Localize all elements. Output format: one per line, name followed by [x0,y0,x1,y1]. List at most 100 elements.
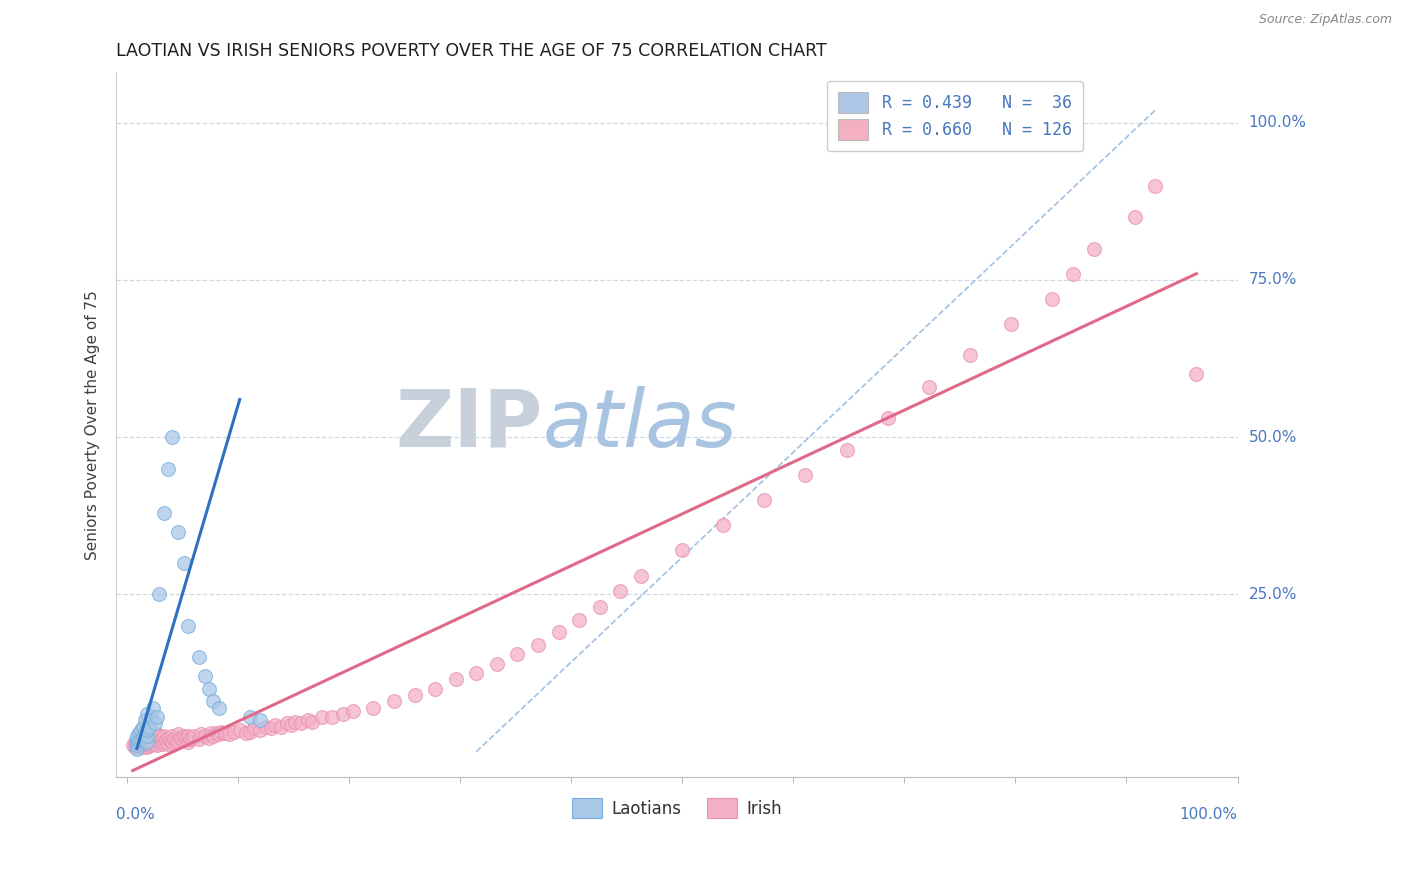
Point [249,723,271,737]
Point [141,739,163,753]
Point [256,720,278,734]
Point [156,737,179,751]
Point [959,348,981,362]
Point [142,737,165,751]
Text: 25.0%: 25.0% [1249,587,1296,602]
Point [276,716,298,731]
Point [128,733,150,747]
Point [160,430,183,444]
Y-axis label: Seniors Poverty Over the Age of 75: Seniors Poverty Over the Age of 75 [86,290,100,559]
Point [129,723,152,737]
Point [125,733,148,747]
Point [136,729,159,743]
Point [218,727,240,741]
Point [243,721,266,735]
Point [152,735,174,749]
Point [132,729,155,743]
Point [527,638,550,652]
Point [201,729,224,743]
Point [177,729,200,743]
Point [150,737,173,751]
Point [152,729,174,743]
Point [794,467,817,482]
Point [141,724,163,739]
Point [404,688,426,702]
Point [506,647,529,661]
Point [363,700,385,714]
Point [194,729,217,743]
Point [165,733,187,747]
Point [332,706,354,721]
Point [132,720,155,734]
Point [485,657,508,671]
Point [169,731,191,745]
Point [160,735,183,749]
Point [136,706,159,721]
Point [181,731,204,745]
Point [143,716,166,731]
Point [1144,178,1167,193]
Point [321,710,343,724]
Point [146,739,169,753]
Point [156,731,179,745]
Point [187,732,209,747]
Point [125,732,148,747]
Point [1185,368,1208,382]
Text: LAOTIAN VS IRISH SENIORS POVERTY OVER THE AGE OF 75 CORRELATION CHART: LAOTIAN VS IRISH SENIORS POVERTY OVER TH… [117,42,827,60]
Text: 75.0%: 75.0% [1249,272,1296,287]
Point [121,739,143,753]
Point [125,729,148,743]
Point [125,737,148,751]
Point [177,735,200,749]
Point [280,718,302,732]
Point [142,700,165,714]
Point [141,710,163,724]
Point [754,493,776,508]
Point [711,518,734,533]
Point [148,587,170,601]
Point [136,733,159,747]
Point [187,650,209,665]
Point [589,600,612,615]
Point [297,713,319,727]
Point [134,735,156,749]
Point [150,731,173,745]
Text: Source: ZipAtlas.com: Source: ZipAtlas.com [1258,13,1392,27]
Point [128,737,150,751]
Point [136,723,159,737]
Point [284,714,307,729]
Point [382,694,405,708]
Point [129,732,152,747]
Point [124,739,146,754]
Point [143,737,166,751]
Point [167,727,190,741]
Point [465,666,488,681]
Point [259,721,281,735]
Point [148,735,170,749]
Text: ZIP: ZIP [395,385,543,464]
Point [134,713,156,727]
Point [425,681,447,696]
Point [163,732,186,747]
Legend: Laotians, Irish: Laotians, Irish [565,791,789,825]
Point [263,718,285,732]
Point [239,710,262,724]
Point [167,735,190,749]
Point [198,681,221,696]
Point [239,724,262,739]
Point [138,739,160,753]
Point [125,739,148,753]
Point [129,735,152,749]
Point [173,556,195,570]
Point [1083,242,1105,256]
Point [132,737,155,751]
Point [160,729,183,743]
Point [228,723,250,737]
Point [125,739,148,753]
Point [311,710,333,724]
Point [568,613,591,627]
Point [876,411,898,425]
Point [138,734,160,748]
Point [173,729,195,743]
Point [1040,292,1063,306]
